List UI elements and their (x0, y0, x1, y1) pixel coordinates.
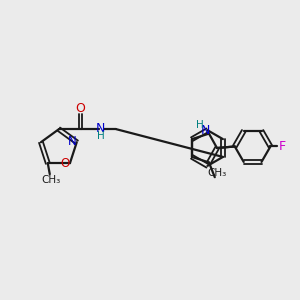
Text: N: N (96, 122, 105, 135)
Text: O: O (76, 102, 85, 115)
Text: CH₃: CH₃ (41, 175, 60, 185)
Text: H: H (97, 131, 104, 141)
Text: H: H (196, 120, 204, 130)
Text: F: F (279, 140, 286, 153)
Text: N: N (200, 124, 210, 137)
Text: N: N (68, 135, 76, 148)
Text: CH₃: CH₃ (207, 168, 226, 178)
Text: O: O (60, 157, 70, 170)
